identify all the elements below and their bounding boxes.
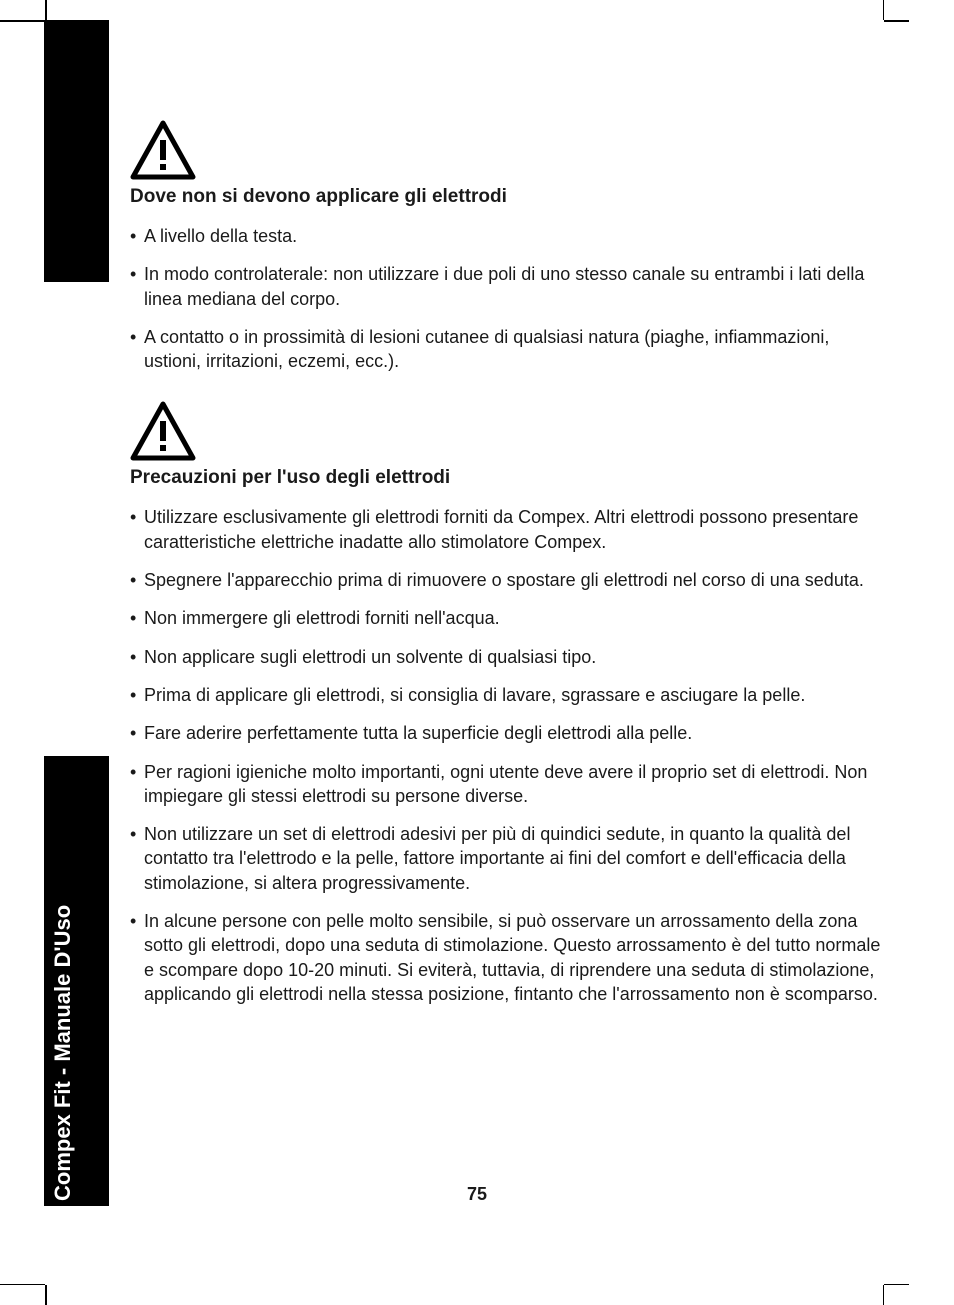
list-item: In modo controlaterale: non utilizzare i… xyxy=(130,262,890,311)
crop-mark xyxy=(45,0,47,20)
crop-mark xyxy=(0,1284,45,1286)
warning-icon xyxy=(130,401,196,461)
list-item: A livello della testa. xyxy=(130,224,890,248)
list-item: In alcune persone con pelle molto sensib… xyxy=(130,909,890,1006)
crop-mark xyxy=(0,20,45,22)
side-tab-title: Compex Fit - Manuale D'Uso xyxy=(50,905,76,1201)
list-item: Non utilizzare un set di elettrodi adesi… xyxy=(130,822,890,895)
list-item: A contatto o in prossimità di lesioni cu… xyxy=(130,325,890,374)
page-number: 75 xyxy=(0,1184,954,1205)
list-item: Spegnere l'apparecchio prima di rimuover… xyxy=(130,568,890,592)
warning-icon xyxy=(130,120,196,180)
crop-mark xyxy=(884,1284,909,1286)
side-tab-top xyxy=(44,20,109,282)
list-item: Non applicare sugli elettrodi un solvent… xyxy=(130,645,890,669)
crop-mark xyxy=(884,20,909,22)
list-item: Utilizzare esclusivamente gli elettrodi … xyxy=(130,505,890,554)
crop-mark xyxy=(883,0,885,20)
page: IT Compex Fit - Manuale D'Uso Dove non s… xyxy=(0,0,954,1305)
content-area: Dove non si devono applicare gli elettro… xyxy=(130,120,890,1034)
section1-heading: Dove non si devono applicare gli elettro… xyxy=(130,186,890,208)
crop-mark xyxy=(45,1285,47,1305)
list-item: Non immergere gli elettrodi forniti nell… xyxy=(130,606,890,630)
language-code: IT xyxy=(62,256,82,282)
section2-list: Utilizzare esclusivamente gli elettrodi … xyxy=(130,505,890,1006)
list-item: Per ragioni igieniche molto importanti, … xyxy=(130,760,890,809)
crop-mark xyxy=(883,1285,885,1305)
section2-heading: Precauzioni per l'uso degli elettrodi xyxy=(130,467,890,489)
section1-list: A livello della testa. In modo controlat… xyxy=(130,224,890,373)
list-item: Prima di applicare gli elettrodi, si con… xyxy=(130,683,890,707)
list-item: Fare aderire perfettamente tutta la supe… xyxy=(130,721,890,745)
